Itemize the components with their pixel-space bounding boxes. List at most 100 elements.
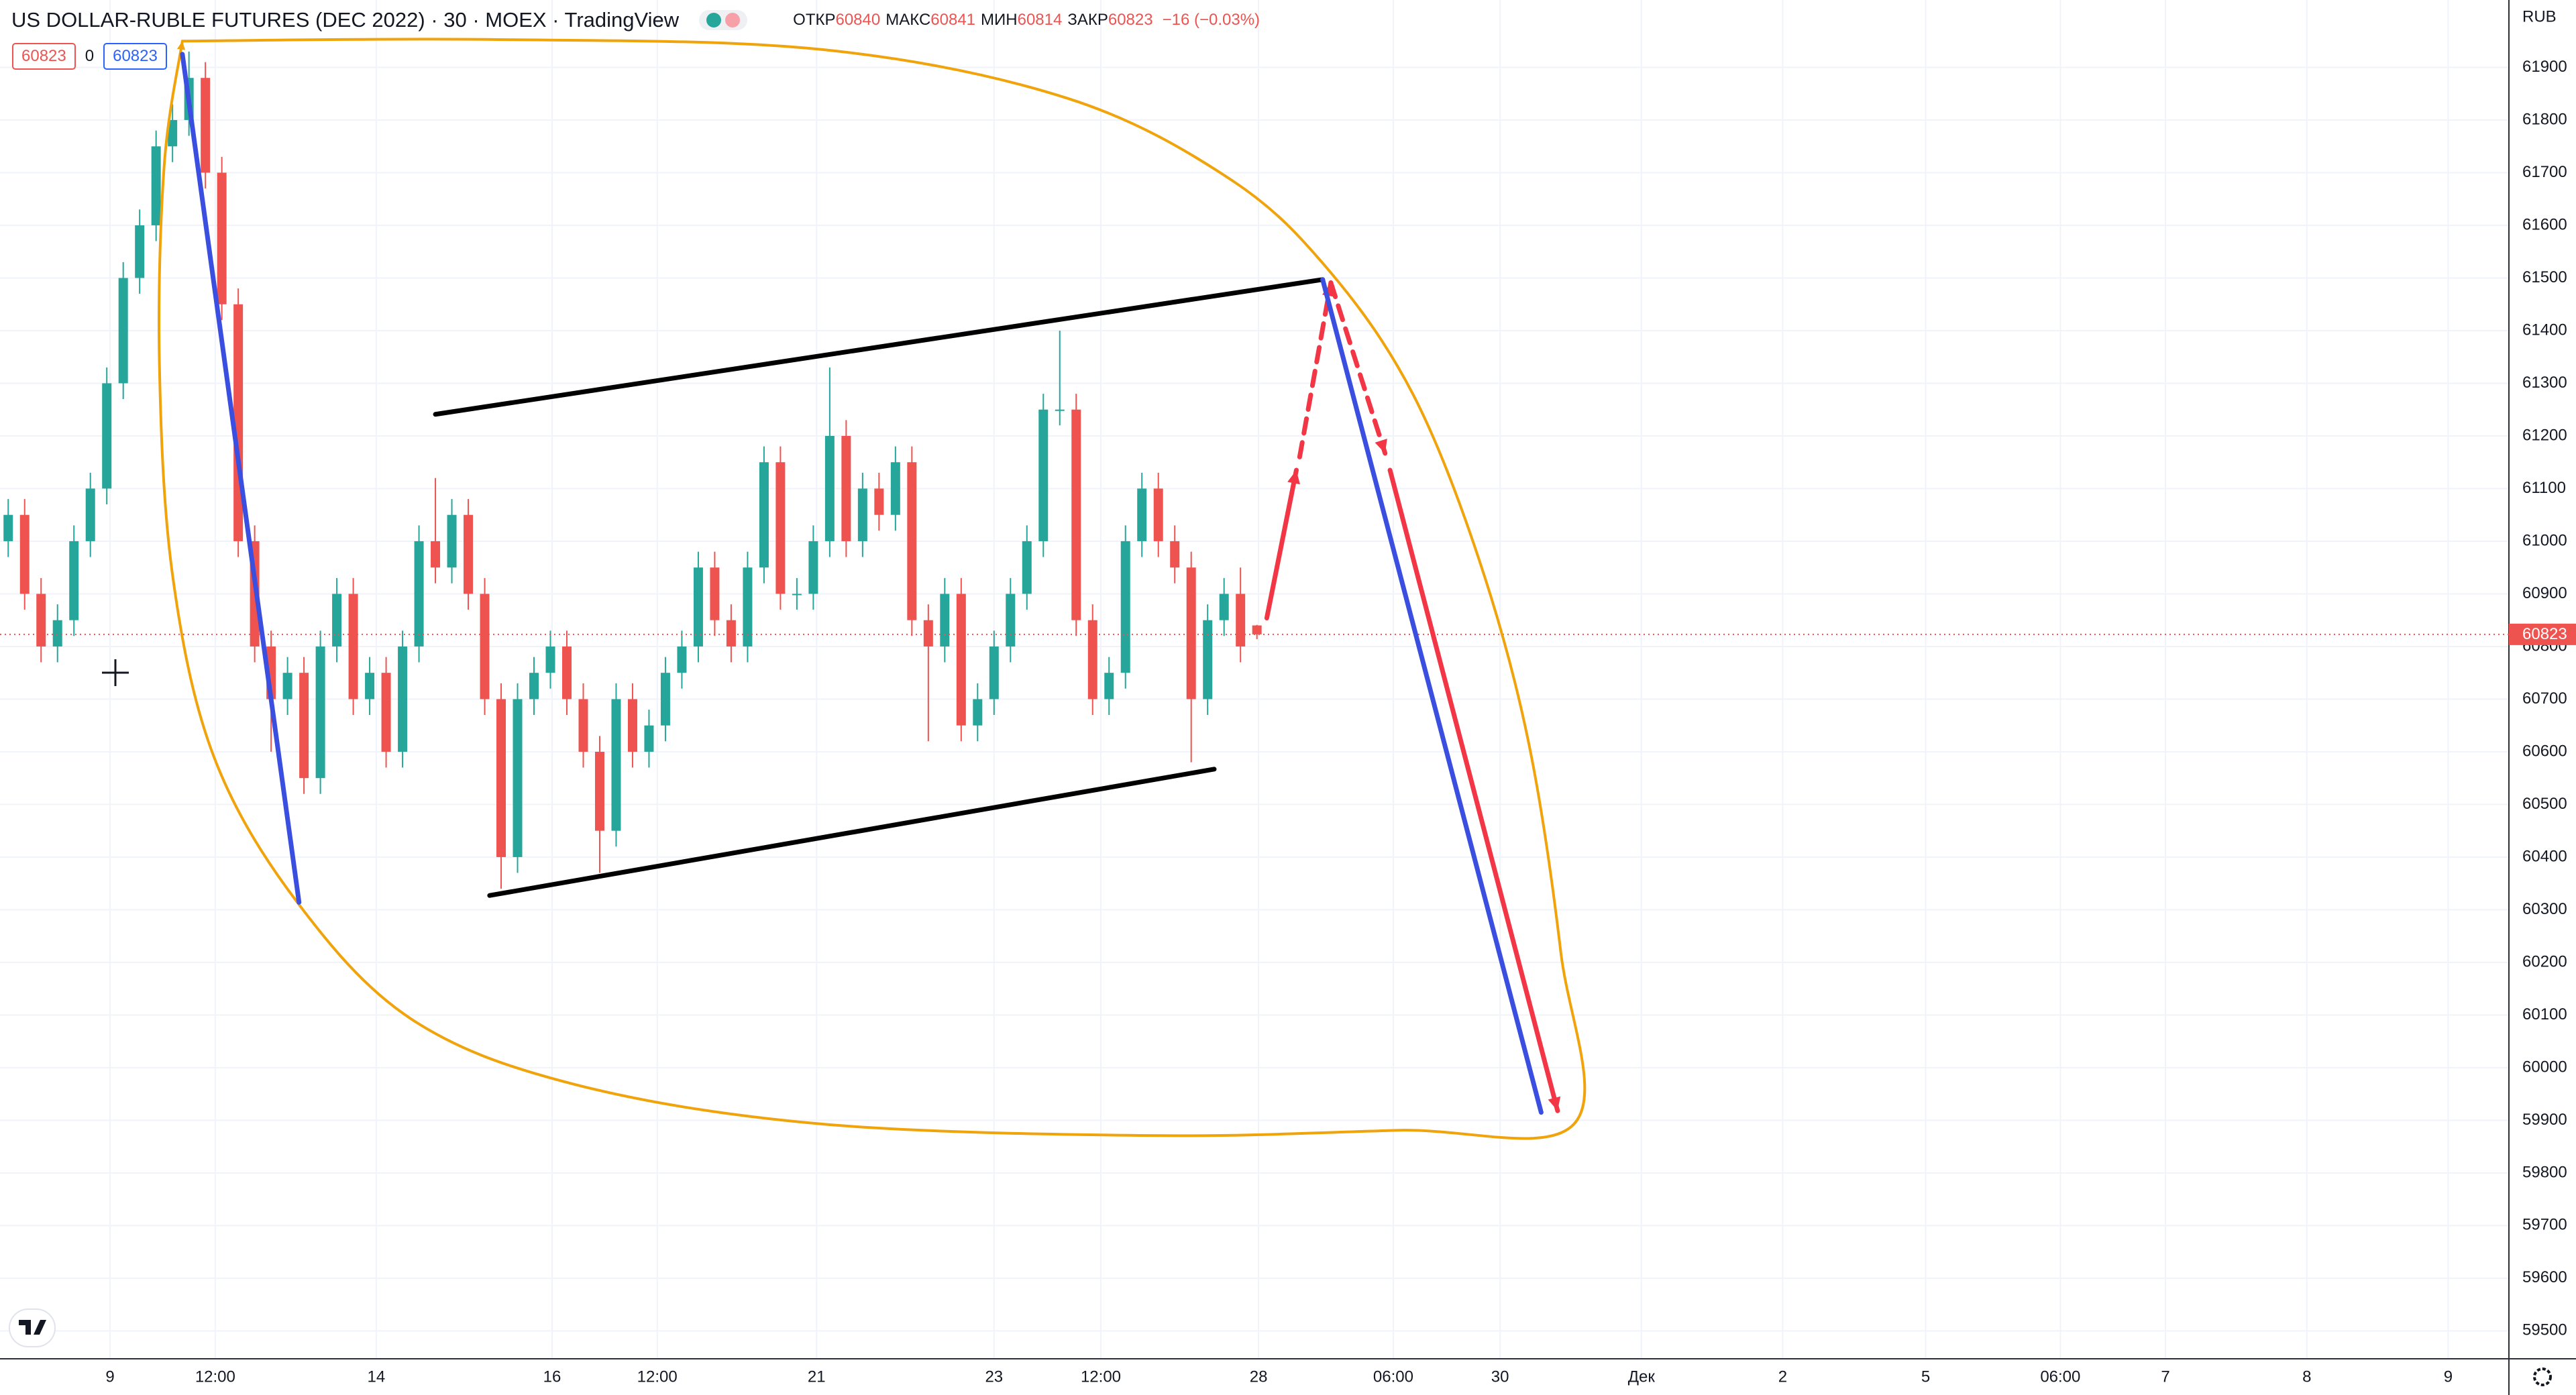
x-tick-label: 7 [2161, 1368, 2169, 1386]
x-tick-label: 16 [543, 1368, 561, 1386]
x-tick-label: 14 [368, 1368, 386, 1386]
candle-body [545, 646, 555, 673]
candle-body [1055, 409, 1065, 411]
candle-body [660, 673, 670, 726]
y-tick-label: 60600 [2522, 742, 2567, 760]
candle-body [398, 646, 408, 752]
candle-body [480, 594, 490, 700]
candle-body [496, 699, 506, 857]
candle-body [1071, 409, 1081, 620]
candle-body [102, 383, 112, 489]
bid-box[interactable]: 60823 [12, 43, 76, 70]
candle-body [36, 594, 46, 647]
y-tick-label: 60200 [2522, 952, 2567, 970]
y-tick-label: 60300 [2522, 900, 2567, 918]
candle-body [348, 594, 358, 700]
y-tick-label: 59800 [2522, 1163, 2567, 1181]
x-tick-label: 30 [1491, 1368, 1509, 1386]
candle-body [1087, 620, 1097, 700]
ohlc-label: ОТКР [793, 11, 836, 29]
y-tick-label: 60000 [2522, 1058, 2567, 1076]
y-tick-label: 61500 [2522, 268, 2567, 286]
chart-title[interactable]: US DOLLAR-RUBLE FUTURES (DEC 2022) · 30 … [11, 8, 680, 32]
candle-body [561, 646, 572, 700]
ohlc-value: 60840 [835, 11, 881, 29]
candle-body [726, 620, 736, 647]
candle-body [1252, 625, 1262, 634]
candle-body [464, 514, 474, 594]
candle-body [3, 514, 13, 541]
candle-body [710, 567, 720, 620]
tv-logo [9, 1308, 56, 1347]
candle-body [1219, 594, 1229, 620]
candle-body [1022, 541, 1032, 594]
status-badge[interactable] [699, 10, 748, 30]
arrow-head [177, 41, 186, 50]
ohlc-label: МИН [981, 11, 1018, 29]
candle-body [973, 699, 983, 726]
candle-body [447, 514, 457, 568]
arrow-head [1548, 1096, 1561, 1111]
y-tick-label: 59900 [2522, 1111, 2567, 1129]
candle-body [85, 488, 95, 541]
candle-body [414, 541, 424, 647]
candle-body [135, 225, 145, 278]
candle-body [907, 462, 917, 620]
candle-body [1137, 488, 1147, 541]
y-tick-label: 61700 [2522, 163, 2567, 181]
x-tick-label: 28 [1250, 1368, 1268, 1386]
candle-body [940, 594, 950, 647]
x-tick-label: 12:00 [637, 1368, 678, 1386]
chart-header: US DOLLAR-RUBLE FUTURES (DEC 2022) · 30 … [11, 8, 1260, 32]
y-tick-label: 61000 [2522, 531, 2567, 549]
x-tick-label: 5 [1921, 1368, 1930, 1386]
x-tick-label: 2 [1778, 1368, 1787, 1386]
candle-body [282, 673, 292, 700]
candle-body [578, 699, 588, 752]
y-tick-label: 59600 [2522, 1268, 2567, 1286]
y-tick-label: 61400 [2522, 321, 2567, 339]
candle-body [743, 567, 753, 647]
ohlc-value: 60823 [1108, 11, 1153, 29]
arrow-head [1287, 469, 1300, 485]
candle-body [431, 541, 441, 568]
candle-body [1038, 409, 1049, 541]
ask-box[interactable]: 60823 [103, 43, 167, 70]
drawing-line [487, 767, 1217, 898]
x-tick-label: 06:00 [2040, 1368, 2080, 1386]
tv-logo-mark [19, 1320, 46, 1335]
x-tick-label: 21 [808, 1368, 826, 1386]
x-tick-label: 12:00 [195, 1368, 235, 1386]
x-tick-label: Дек [1628, 1368, 1656, 1386]
y-tick-label: 60500 [2522, 795, 2567, 813]
candle-body [792, 594, 802, 596]
candle-body [627, 699, 637, 752]
last-price-label: 60823 [2522, 625, 2567, 643]
ohlc-value: 60841 [930, 11, 976, 29]
drawing-line [1264, 467, 1299, 621]
market-open-dot [706, 13, 722, 27]
y-tick-label: 60700 [2522, 689, 2567, 708]
candle-body [315, 646, 325, 779]
candle-body [857, 488, 867, 541]
candle-body [118, 278, 128, 384]
candle-body [923, 620, 933, 647]
candle-body [299, 673, 309, 779]
y-tick-label: 60900 [2522, 584, 2567, 602]
candle-body [759, 462, 769, 568]
ohlc-label: ЗАКР [1067, 11, 1108, 29]
candle-body [644, 725, 654, 752]
last-price-tag [2509, 623, 2576, 645]
candle-body [611, 699, 621, 831]
candle-body [529, 673, 539, 700]
x-tick-label: 9 [2444, 1368, 2453, 1386]
candle-body [168, 119, 178, 147]
candle-body [365, 673, 375, 700]
bid-ask: 60823 0 60823 [12, 43, 167, 70]
crosshair [102, 659, 129, 686]
y-tick-label: 61200 [2522, 426, 2567, 444]
spread: 0 [85, 47, 95, 65]
x-tick-label: 06:00 [1373, 1368, 1413, 1386]
drawing-line [433, 277, 1326, 417]
candle-body [677, 646, 687, 673]
